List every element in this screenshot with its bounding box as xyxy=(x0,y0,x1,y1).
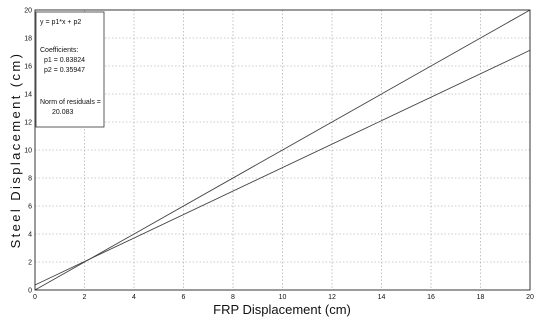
y-tick-label: 10 xyxy=(24,148,32,155)
series-lines xyxy=(34,9,531,291)
y-tick-label: 16 xyxy=(24,64,32,71)
fit-residuals-label: Norm of residuals = xyxy=(40,99,101,106)
y-tick-label: 0 xyxy=(28,288,32,295)
x-tick-label: 10 xyxy=(279,294,287,301)
fit-equation: y = p1*x + p2 xyxy=(40,19,81,26)
x-tick-label: 14 xyxy=(378,294,386,301)
fit-residuals-value: 20.083 xyxy=(52,109,74,116)
x-tick-label: 16 xyxy=(427,294,435,301)
y-tick-label: 2 xyxy=(28,260,32,267)
y-tick-label: 4 xyxy=(28,232,32,239)
series-line-2 xyxy=(34,49,531,286)
fit-coefficient-p1: p1 = 0.83824 xyxy=(44,57,85,64)
fit-coefficient-p2: p2 = 0.35947 xyxy=(44,67,85,74)
x-tick-label: 4 xyxy=(132,294,136,301)
y-tick-label: 18 xyxy=(24,36,32,43)
x-tick-label: 20 xyxy=(526,294,534,301)
x-axis-label: FRP Displacement (cm) xyxy=(213,302,351,317)
plot-frame xyxy=(34,9,531,291)
x-tick-labels: 0 2 4 6 8 10 12 14 16 18 20 xyxy=(33,294,534,301)
y-tick-label: 12 xyxy=(24,120,32,127)
x-tick-label: 18 xyxy=(477,294,485,301)
fit-coefficients-label: Coefficients: xyxy=(40,47,78,54)
x-tick-label: 8 xyxy=(231,294,235,301)
y-tick-label: 6 xyxy=(28,204,32,211)
fit-annotation-box: y = p1*x + p2 Coefficients: p1 = 0.83824… xyxy=(35,11,105,128)
x-tick-label: 12 xyxy=(328,294,336,301)
x-tick-label: 6 xyxy=(182,294,186,301)
x-tick-label: 2 xyxy=(83,294,87,301)
x-tick-label: 0 xyxy=(33,294,37,301)
fit-annotation-frame xyxy=(35,11,105,128)
y-tick-label: 14 xyxy=(24,92,32,99)
y-tick-labels: 0 2 4 6 8 10 12 14 16 18 20 xyxy=(24,8,32,295)
y-tick-label: 20 xyxy=(24,8,32,15)
y-tick-label: 8 xyxy=(28,176,32,183)
y-axis-label: Steel Displacement (cm) xyxy=(8,52,23,249)
series-line-1 xyxy=(34,9,531,291)
